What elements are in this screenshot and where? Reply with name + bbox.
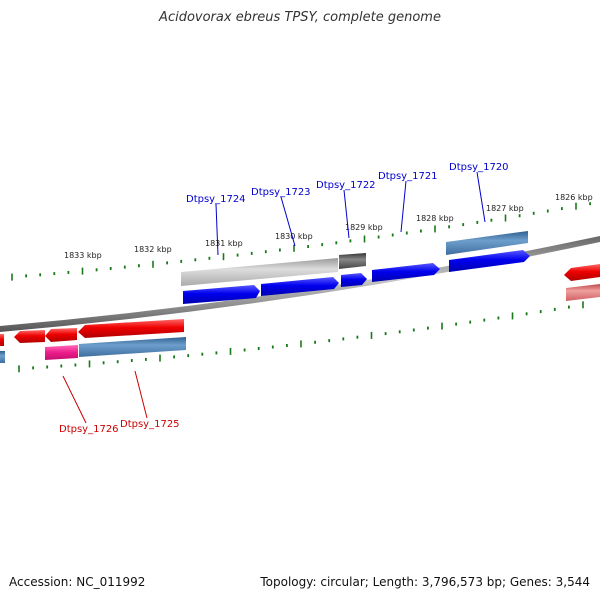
map-title: Acidovorax ebreus TPSY, complete genome <box>159 10 441 25</box>
gene-label-dtpsy-1720[interactable]: Dtpsy_1720 <box>449 162 509 173</box>
gene-dtpsy-1720[interactable] <box>449 250 530 272</box>
gene-reverse-left-edge[interactable] <box>0 334 4 346</box>
leader-dtpsy-1726 <box>62 375 87 424</box>
leader-dtpsy-1723 <box>280 196 296 247</box>
gene-dtpsy-1723[interactable] <box>261 277 339 296</box>
gene-label-dtpsy-1723[interactable]: Dtpsy_1723 <box>251 187 311 198</box>
scale-ticks-outer <box>11 202 591 281</box>
gene-dtpsy-1726[interactable] <box>45 328 77 342</box>
leader-dtpsy-1724 <box>215 203 219 256</box>
scale-label-1827: 1827 kbp <box>486 204 524 213</box>
genome-summary: Topology: circular; Length: 3,796,573 bp… <box>260 575 590 589</box>
gene-label-dtpsy-1721[interactable]: Dtpsy_1721 <box>378 171 438 182</box>
scale-label-1833: 1833 kbp <box>64 251 102 260</box>
accession-label: Accession: NC_011992 <box>9 575 146 589</box>
leader-dtpsy-1722 <box>343 189 350 239</box>
scale-ticks-inner <box>18 301 584 373</box>
gene-label-dtpsy-1722[interactable]: Dtpsy_1722 <box>316 180 376 191</box>
gene-label-dtpsy-1726[interactable]: Dtpsy_1726 <box>59 424 119 435</box>
feature-right-edge <box>566 284 600 301</box>
gene-reverse-right-edge[interactable] <box>564 264 600 281</box>
scale-label-1829: 1829 kbp <box>345 223 383 232</box>
scale-label-1830: 1830 kbp <box>275 232 313 241</box>
feature-left-edge <box>0 351 5 363</box>
feature-dtpsy-1720-region <box>446 231 528 255</box>
leader-dtpsy-1725 <box>134 370 148 419</box>
feature-dtpsy-1722-region <box>339 253 366 269</box>
feature-dtpsy-1724-1723-region <box>181 258 338 286</box>
gene-label-dtpsy-1725[interactable]: Dtpsy_1725 <box>120 419 180 430</box>
scale-label-1832: 1832 kbp <box>134 245 172 254</box>
gene-dtpsy-1722[interactable] <box>341 273 367 287</box>
gene-label-dtpsy-1724[interactable]: Dtpsy_1724 <box>186 194 246 205</box>
feature-dtpsy-1726-region <box>45 345 78 360</box>
genome-backbone <box>0 236 600 332</box>
gene-dtpsy-1721[interactable] <box>372 263 440 282</box>
scale-label-1831: 1831 kbp <box>205 239 243 248</box>
leader-dtpsy-1721 <box>400 180 407 233</box>
scale-label-1826: 1826 kbp <box>555 193 593 202</box>
gene-dtpsy-1727[interactable] <box>14 330 45 343</box>
leader-dtpsy-1720 <box>476 171 486 223</box>
gene-dtpsy-1724[interactable] <box>183 285 260 304</box>
feature-dtpsy-1725-region <box>79 337 186 357</box>
gene-dtpsy-1725[interactable] <box>78 319 184 338</box>
scale-label-1828: 1828 kbp <box>416 214 454 223</box>
